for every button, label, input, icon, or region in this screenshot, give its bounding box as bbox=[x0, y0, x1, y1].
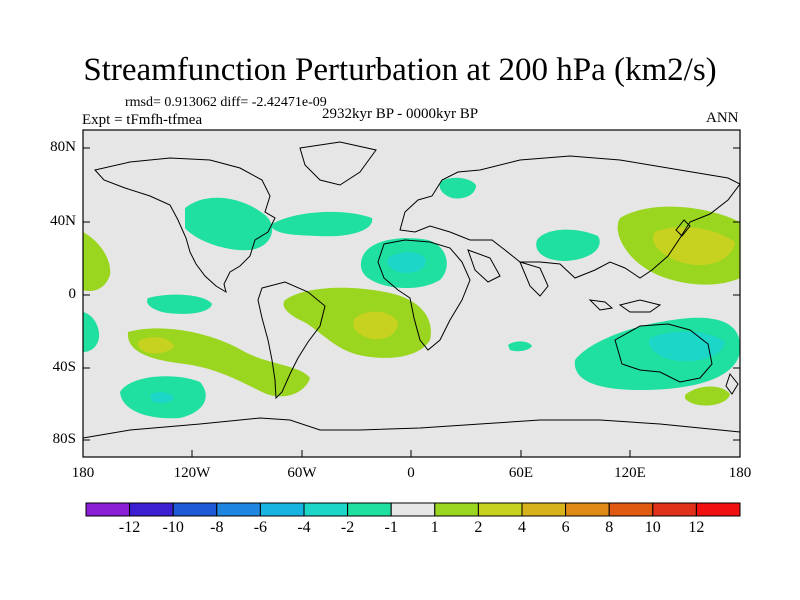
season-label: ANN bbox=[706, 110, 739, 126]
colorbar-label: -6 bbox=[253, 519, 268, 536]
colorbar-box bbox=[608, 502, 654, 517]
colorbar bbox=[85, 502, 741, 517]
lon-label-180e: 180 bbox=[728, 465, 752, 481]
coastlines bbox=[82, 141, 741, 439]
lat-label-0: 0 bbox=[68, 286, 77, 302]
anomaly-south-atlantic-core bbox=[353, 311, 398, 340]
lat-label-80s: 80S bbox=[52, 431, 76, 447]
axis-ticks bbox=[83, 147, 740, 457]
colorbar-box bbox=[390, 502, 436, 517]
anomaly-west-edge-neg bbox=[83, 312, 100, 352]
anomaly-indian-ocean-spot bbox=[508, 341, 532, 352]
colorbar-box bbox=[347, 502, 392, 517]
colorbar-box bbox=[652, 502, 697, 517]
anomaly-southern-ocean-core bbox=[150, 392, 174, 403]
colorbar-box bbox=[477, 502, 523, 517]
lon-label-120w: 120W bbox=[173, 465, 211, 481]
anomaly-east-atlantic-core bbox=[387, 252, 426, 273]
colorbar-label: -12 bbox=[118, 519, 141, 536]
colorbar-box bbox=[303, 502, 349, 517]
colorbar-box bbox=[521, 502, 567, 517]
anomaly-australia-core bbox=[649, 331, 725, 362]
lon-label-60e: 60E bbox=[508, 465, 534, 481]
colorbar-box bbox=[216, 502, 261, 517]
colorbar-box bbox=[695, 502, 741, 517]
colorbar-box bbox=[85, 502, 131, 517]
colorbar-label: -8 bbox=[210, 519, 224, 536]
colorbar-box bbox=[565, 502, 610, 517]
anomaly-fields bbox=[83, 177, 741, 419]
lat-label-80n: 80N bbox=[50, 139, 76, 155]
experiment-label: Expt = tFmfh-tfmea bbox=[82, 112, 203, 128]
lon-label-0: 0 bbox=[407, 465, 415, 481]
colorbar-label: 10 bbox=[644, 519, 661, 536]
anomaly-north-atlantic-neg bbox=[270, 211, 373, 237]
anomaly-west-pacific-inner bbox=[652, 227, 735, 266]
stats-line: rmsd= 0.913062 diff= -2.42471e-09 bbox=[125, 95, 327, 110]
anomaly-east-pacific-edge bbox=[83, 232, 111, 292]
colorbar-label: 1 bbox=[430, 519, 439, 536]
plot-title: Streamfunction Perturbation at 200 hPa (… bbox=[83, 52, 717, 88]
colorbar-label: -2 bbox=[340, 519, 355, 536]
period-label: 2932kyr BP - 0000kyr BP bbox=[322, 106, 479, 122]
colorbar-label: 12 bbox=[688, 519, 705, 536]
lat-label-40s: 40S bbox=[52, 359, 76, 375]
lon-label-120e: 120E bbox=[614, 465, 646, 481]
colorbar-label: 4 bbox=[518, 519, 526, 536]
anomaly-tropical-pacific-neg bbox=[147, 294, 212, 314]
lon-label-60w: 60W bbox=[287, 465, 317, 481]
lon-label-180w: 180 bbox=[71, 465, 95, 481]
anomaly-asia-neg bbox=[536, 229, 600, 261]
lat-label-40n: 40N bbox=[50, 213, 76, 229]
colorbar-box bbox=[172, 502, 218, 517]
colorbar-label: 8 bbox=[605, 519, 614, 536]
anomaly-new-zealand-pos bbox=[684, 386, 730, 406]
anomaly-north-america-neg bbox=[185, 197, 273, 251]
colorbar-box bbox=[259, 502, 305, 517]
anomaly-south-pacific-core bbox=[137, 337, 174, 354]
colorbar-label: 2 bbox=[474, 519, 483, 536]
colorbar-label: -1 bbox=[384, 519, 398, 536]
colorbar-label: 6 bbox=[561, 519, 570, 536]
colorbar-box bbox=[129, 502, 174, 517]
colorbar-label: -4 bbox=[297, 519, 311, 536]
colorbar-label: -10 bbox=[162, 519, 184, 536]
anomaly-scandinavia-neg bbox=[439, 177, 476, 199]
colorbar-box bbox=[434, 502, 479, 517]
